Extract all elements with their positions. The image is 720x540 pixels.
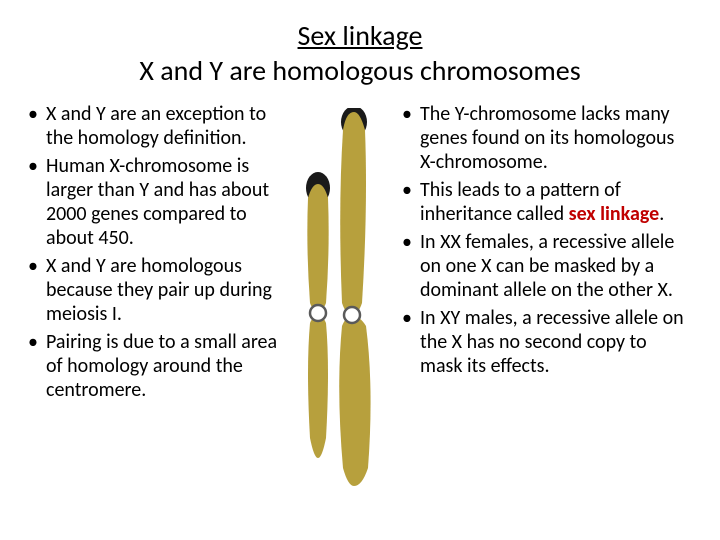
left-bullet-list: X and Y are an exception to the homology… <box>28 102 282 402</box>
title-line-2: X and Y are homologous chromosomes <box>28 53 692 88</box>
right-bullet-list: The Y-chromosome lacks many genes found … <box>402 102 688 378</box>
bullet-text: In XX females, a recessive allele on one… <box>420 230 674 302</box>
x-chromosome-shape <box>339 108 370 486</box>
chromosome-diagram <box>288 102 398 488</box>
left-column: X and Y are an exception to the homology… <box>28 102 288 488</box>
right-column: The Y-chromosome lacks many genes found … <box>398 102 688 488</box>
title-line-1: Sex linkage <box>28 18 692 53</box>
content-columns: X and Y are an exception to the homology… <box>28 102 692 488</box>
y-chromosome-shape <box>306 172 330 458</box>
bullet-text: The Y-chromosome lacks many genes found … <box>420 102 674 174</box>
list-item: X and Y are an exception to the homology… <box>28 102 282 150</box>
bullet-text: In XY males, a recessive allele on the X… <box>420 306 684 378</box>
slide-title: Sex linkage X and Y are homologous chrom… <box>28 18 692 88</box>
list-item: X and Y are homologous because they pair… <box>28 254 282 326</box>
list-item: Pairing is due to a small area of homolo… <box>28 330 282 402</box>
list-item: In XX females, a recessive allele on one… <box>402 230 688 302</box>
list-item: Human X-chromosome is larger than Y and … <box>28 154 282 250</box>
list-item: In XY males, a recessive allele on the X… <box>402 306 688 378</box>
xy-chromosome-icon <box>288 108 398 488</box>
highlight-term: sex linkage <box>569 202 660 226</box>
bullet-text: . <box>659 202 664 226</box>
list-item: This leads to a pattern of inheritance c… <box>402 178 688 226</box>
list-item: The Y-chromosome lacks many genes found … <box>402 102 688 174</box>
